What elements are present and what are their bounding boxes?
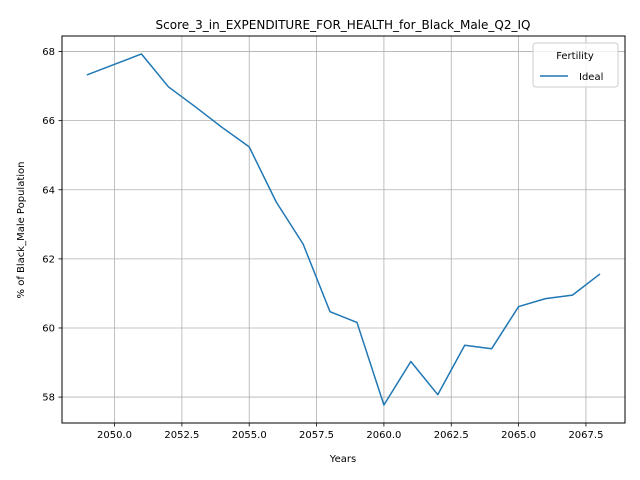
y-tick-label: 58 bbox=[42, 393, 55, 404]
y-axis-label: % of Black_Male Population bbox=[16, 162, 27, 299]
series-group bbox=[86, 53, 601, 406]
y-tick-label: 68 bbox=[42, 47, 55, 58]
series-line-ideal bbox=[86, 53, 601, 406]
chart-title: Score_3_in_EXPENDITURE_FOR_HEALTH_for_Bl… bbox=[156, 18, 531, 32]
x-tick-label: 2057.5 bbox=[299, 430, 334, 441]
x-tick-label: 2060.0 bbox=[366, 430, 401, 441]
legend-label-ideal: Ideal bbox=[579, 72, 603, 83]
x-axis-label: Years bbox=[329, 454, 356, 465]
x-tick-label: 2050.0 bbox=[97, 430, 132, 441]
x-tick-label: 2067.5 bbox=[568, 430, 603, 441]
x-tick-label: 2062.5 bbox=[434, 430, 469, 441]
axis-ticks: 2050.0 2052.5 2055.0 2057.5 2060.0 2062.5 2065… bbox=[42, 47, 603, 441]
legend-title: Fertility bbox=[556, 51, 594, 62]
x-tick-label: 2065.0 bbox=[501, 430, 536, 441]
legend: Fertility Ideal bbox=[532, 42, 619, 88]
y-tick-label: 66 bbox=[42, 116, 55, 127]
grid bbox=[62, 36, 625, 423]
y-tick-label: 64 bbox=[42, 185, 55, 196]
y-tick-label: 62 bbox=[42, 254, 55, 265]
legend-box bbox=[532, 42, 619, 88]
y-tick-label: 60 bbox=[42, 323, 55, 334]
x-tick-label: 2055.0 bbox=[232, 430, 267, 441]
plot-frame bbox=[61, 35, 626, 424]
x-tick-label: 2052.5 bbox=[164, 430, 199, 441]
